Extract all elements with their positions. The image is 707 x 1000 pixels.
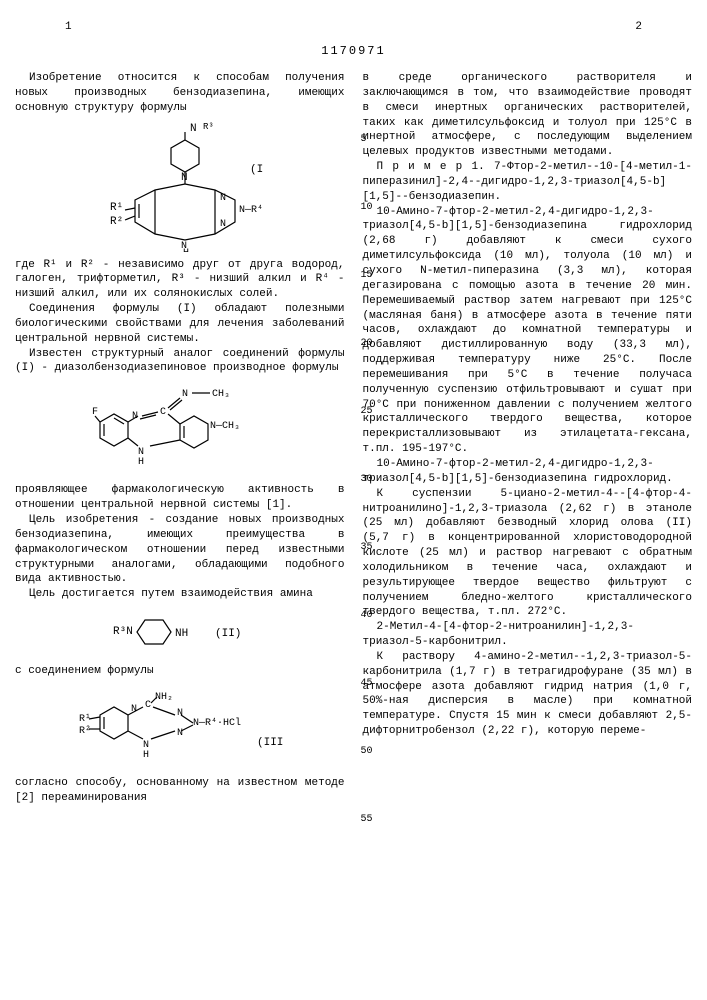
line-marker: 45 <box>361 677 373 691</box>
para: где R¹ и R² - независимо друг от друга в… <box>15 258 345 303</box>
svg-text:R¹: R¹ <box>110 202 123 214</box>
line-marker: 5 <box>361 133 367 147</box>
page-num-right: 2 <box>635 20 642 35</box>
svg-text:N—R⁴: N—R⁴ <box>239 204 263 216</box>
svg-text:N: N <box>190 123 197 135</box>
para: в среде органического растворителя и зак… <box>363 71 693 160</box>
line-marker: 10 <box>361 201 373 215</box>
para: 10-Амино-7-фтор-2-метил-2,4-дигидро-1,2,… <box>363 205 693 457</box>
para: 10-Амино-7-фтор-2-метил-2,4-дигидро-1,2,… <box>363 457 693 487</box>
svg-text:(III): (III) <box>257 737 285 749</box>
line-marker: 55 <box>361 813 373 827</box>
svg-text:R²: R² <box>110 216 123 228</box>
para: 2-Метил-4-[4-фтор-2-нитроанилин]-1,2,3-т… <box>363 620 693 650</box>
line-marker: 25 <box>361 405 373 419</box>
chemical-formula-2: F N C N H N—CH₃ <box>15 382 345 477</box>
svg-text:N: N <box>177 728 183 739</box>
svg-text:N: N <box>220 193 226 204</box>
svg-text:H: H <box>143 750 149 761</box>
chemical-formula-3: R³N NH (II) <box>15 608 345 658</box>
formula-label: (I) <box>250 164 265 176</box>
svg-text:N—R⁴·HCl: N—R⁴·HCl <box>193 717 241 729</box>
svg-text:(II): (II) <box>215 628 241 640</box>
chemical-formula-1: N R³ N N H R¹ R² N <box>15 122 345 252</box>
para: К суспензии 5-циано-2-метил-4--[4-фтор-4… <box>363 487 693 621</box>
para: К раствору 4-амино-2-метил--1,2,3-триазо… <box>363 650 693 739</box>
svg-text:N: N <box>220 219 226 230</box>
para: Известен структурный аналог соединений ф… <box>15 347 345 377</box>
svg-text:N: N <box>182 389 188 400</box>
svg-text:R³N: R³N <box>113 626 133 638</box>
svg-text:CH₃: CH₃ <box>212 389 230 400</box>
svg-text:NH₂: NH₂ <box>155 692 173 703</box>
para: согласно способу, основанному на известн… <box>15 776 345 806</box>
svg-text:N: N <box>181 172 188 184</box>
svg-text:C: C <box>160 407 166 418</box>
line-marker: 35 <box>361 541 373 555</box>
para: Соединения формулы (I) обладают полезным… <box>15 302 345 347</box>
line-marker: 50 <box>361 745 373 759</box>
para: Цель изобретения - создание новых произв… <box>15 513 345 587</box>
para: с соединением формулы <box>15 664 345 679</box>
svg-text:NH: NH <box>175 628 188 640</box>
para: проявляющее фармакологическую активность… <box>15 483 345 513</box>
chemical-formula-4: R¹ R² C NH₂ N H N N N <box>15 685 345 770</box>
document-number: 1170971 <box>15 43 692 59</box>
para: П р и м е р 1. 7-Фтор-2-метил--10-[4-мет… <box>363 160 693 205</box>
svg-text:R³: R³ <box>203 122 214 132</box>
svg-text:N: N <box>131 704 137 715</box>
page-num-left: 1 <box>65 20 72 35</box>
line-marker: 20 <box>361 337 373 351</box>
line-marker: 40 <box>361 609 373 623</box>
para: Цель достигается путем взаимодействия ам… <box>15 587 345 602</box>
svg-text:H: H <box>183 248 189 252</box>
line-marker: 15 <box>361 269 373 283</box>
line-marker: 30 <box>361 473 373 487</box>
svg-text:R²: R² <box>79 726 91 737</box>
svg-text:N: N <box>177 708 183 719</box>
svg-text:H: H <box>138 457 144 468</box>
two-column-layout: Изобретение относится к способам получен… <box>15 71 692 806</box>
para: Изобретение относится к способам получен… <box>15 71 345 116</box>
column-left: Изобретение относится к способам получен… <box>15 71 345 806</box>
column-right: 5 10 15 20 25 30 35 40 45 50 55 в среде … <box>363 71 693 806</box>
svg-text:N—CH₃: N—CH₃ <box>210 421 240 432</box>
svg-text:C: C <box>145 700 151 711</box>
